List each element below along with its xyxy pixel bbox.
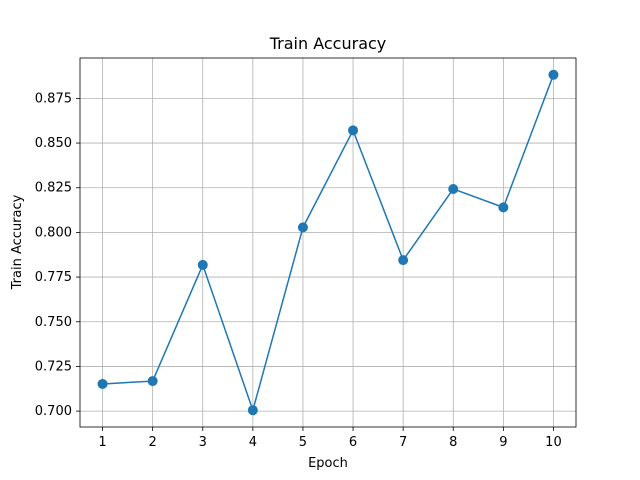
x-tick-label: 10: [545, 435, 562, 450]
y-tick-label: 0.750: [35, 315, 72, 330]
x-tick-label: 7: [399, 435, 407, 450]
data-point: [297, 222, 308, 233]
plot-area: [79, 57, 577, 428]
x-tick-label: 3: [199, 435, 207, 450]
grid-lines: [80, 58, 576, 427]
y-tick-label: 0.800: [35, 225, 72, 240]
data-point: [247, 405, 258, 416]
x-tick-label: 9: [499, 435, 507, 450]
y-tick-label: 0.775: [35, 270, 72, 285]
x-tick-label: 5: [299, 435, 307, 450]
data-point: [548, 69, 559, 80]
y-tick-label: 0.825: [35, 181, 72, 196]
x-axis-label: Epoch: [308, 456, 348, 471]
axes-frame: [79, 57, 577, 428]
data-point: [398, 255, 409, 266]
y-tick-label: 0.850: [35, 136, 72, 151]
data-point: [448, 183, 459, 194]
x-tick-label: 4: [249, 435, 257, 450]
y-tick-label: 0.875: [35, 91, 72, 106]
y-tick-label: 0.700: [35, 404, 72, 419]
data-point: [97, 378, 108, 389]
data-point: [147, 376, 158, 387]
chart-title: Train Accuracy: [269, 34, 387, 53]
tick-labels: 1 2 3 4 5 6 7 8 9 10 0.700 0.725 0.750 0.775 0.800 0.82…: [35, 91, 562, 450]
y-axis-label: Train Accuracy: [10, 194, 25, 290]
data-point: [498, 202, 509, 213]
series-layer: [97, 69, 559, 416]
x-tick-label: 6: [349, 435, 357, 450]
y-tick-label: 0.725: [35, 359, 72, 374]
x-tick-label: 8: [449, 435, 457, 450]
x-tick-label: 1: [98, 435, 106, 450]
x-tick-label: 2: [149, 435, 157, 450]
data-point: [348, 125, 359, 136]
data-point: [197, 259, 208, 270]
train-accuracy-line: [101, 74, 555, 411]
